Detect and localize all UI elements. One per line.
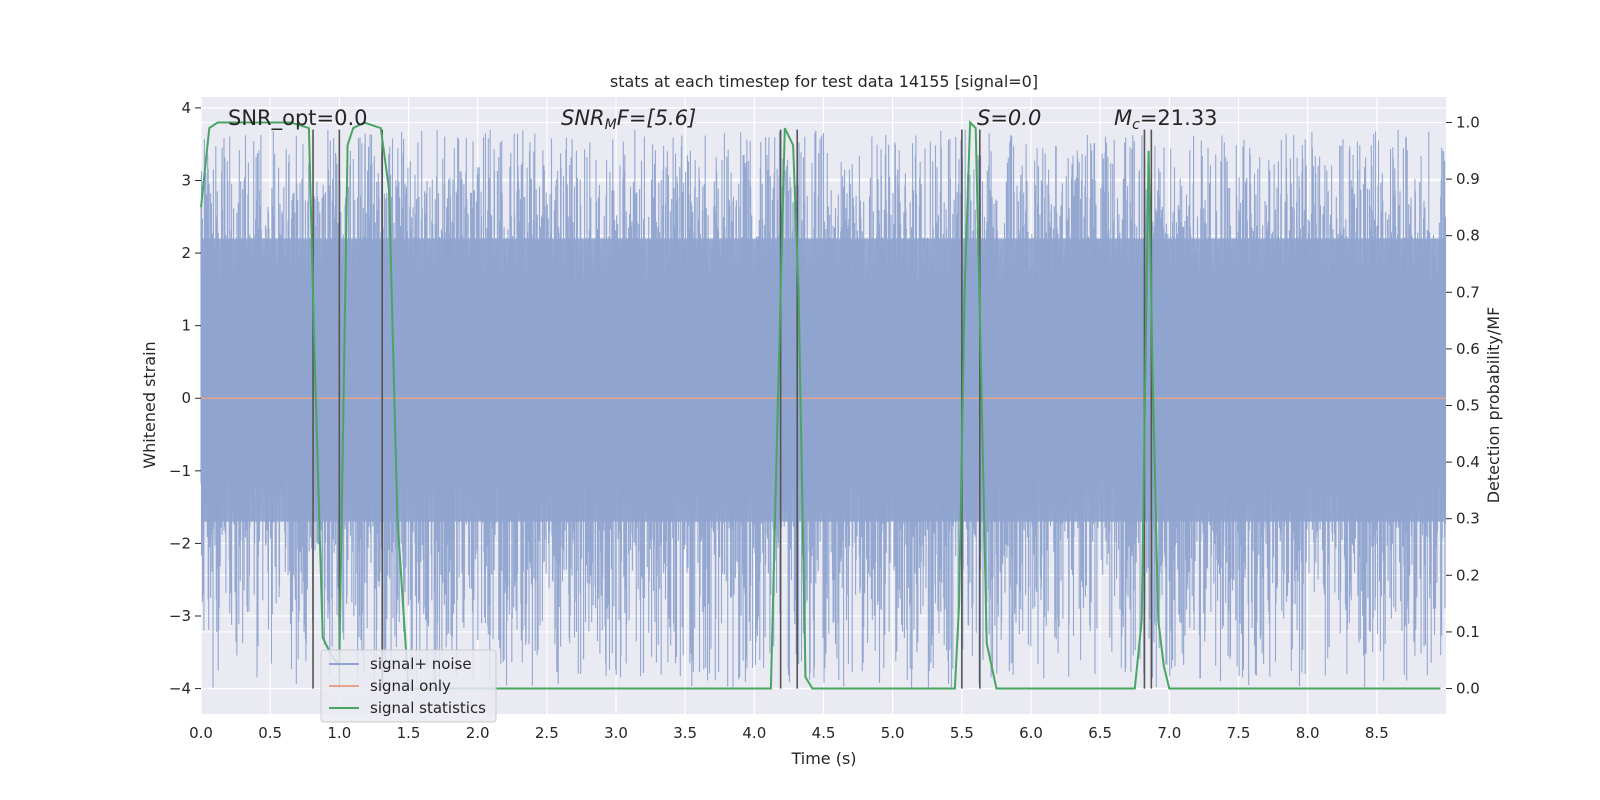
y-tick-label-3: 1 bbox=[181, 317, 191, 335]
y-tick-label-8: −4 bbox=[169, 680, 191, 698]
annotation-snr-mf-sub: M bbox=[605, 117, 617, 133]
legend-label-signal-statistics: signal statistics bbox=[370, 699, 486, 717]
x-tick-label-4: 2.0 bbox=[466, 724, 490, 742]
annotation-mc-base: M bbox=[1114, 106, 1132, 130]
x-tick-label-8: 4.0 bbox=[742, 724, 766, 742]
annotation-mc-rest: =21.33 bbox=[1140, 106, 1218, 130]
y-tick-label-5: −1 bbox=[169, 462, 191, 480]
x-tick-label-6: 3.0 bbox=[604, 724, 628, 742]
annotation-mc-sub: c bbox=[1132, 117, 1140, 133]
legend-box bbox=[320, 649, 497, 723]
y-tick-label-7: −3 bbox=[169, 607, 191, 625]
y-ticks: 4 3 2 1 0 −1 −2 −3 −4 bbox=[169, 99, 201, 698]
x-tick-label-3: 1.5 bbox=[397, 724, 421, 742]
y2-tick-label-6: 0.4 bbox=[1456, 453, 1480, 471]
y2-tick-label-1: 0.9 bbox=[1456, 170, 1480, 188]
y-tick-label-4: 0 bbox=[181, 389, 191, 407]
y-tick-label-0: 4 bbox=[181, 99, 191, 117]
legend-label-signal-plus-noise: signal+ noise bbox=[370, 655, 472, 673]
x-ticks: 0.0 0.5 1.0 1.5 2.0 2.5 3.0 3.5 4.0 4.5 5.0 5.5 6.0 6… bbox=[189, 724, 1389, 742]
annotation-s-value: S=0.0 bbox=[977, 106, 1041, 130]
annotation-snr-opt: SNR_opt=0.0 bbox=[228, 106, 368, 131]
x-tick-label-10: 5.0 bbox=[881, 724, 905, 742]
x-tick-label-15: 7.5 bbox=[1227, 724, 1251, 742]
legend: signal+ noise signal only signal statist… bbox=[320, 649, 497, 723]
x-tick-label-13: 6.5 bbox=[1088, 724, 1112, 742]
x-tick-label-7: 3.5 bbox=[673, 724, 697, 742]
y2-tick-label-9: 0.1 bbox=[1456, 623, 1480, 641]
legend-label-signal-only: signal only bbox=[370, 677, 451, 695]
annotation-mc: Mc=21.33 bbox=[1114, 106, 1218, 133]
x-axis-label: Time (s) bbox=[790, 749, 856, 768]
y2-tick-label-4: 0.6 bbox=[1456, 340, 1480, 358]
y2-ticks: 1.0 0.9 0.8 0.7 0.6 0.5 0.4 0.3 0.2 0.1 0.0 bbox=[1446, 113, 1480, 698]
y2-axis-label: Detection probability/MF bbox=[1484, 307, 1503, 504]
series-signal-plus-noise bbox=[200, 129, 1447, 688]
annotation-snr-mf-base: SNR bbox=[561, 106, 605, 130]
y2-tick-label-7: 0.3 bbox=[1456, 510, 1480, 528]
annotation-s-value-text: S=0.0 bbox=[977, 106, 1041, 130]
y-axis-label: Whitened strain bbox=[140, 341, 159, 468]
y-tick-label-2: 2 bbox=[181, 244, 191, 262]
x-tick-label-0: 0.0 bbox=[189, 724, 213, 742]
chart-title: stats at each timestep for test data 141… bbox=[610, 72, 1038, 91]
y2-tick-label-10: 0.0 bbox=[1456, 680, 1480, 698]
x-tick-label-16: 8.0 bbox=[1296, 724, 1320, 742]
x-tick-label-5: 2.5 bbox=[535, 724, 559, 742]
annotation-snr-mf: SNRMF=[5.6] bbox=[561, 106, 696, 133]
x-tick-label-9: 4.5 bbox=[812, 724, 836, 742]
y2-tick-label-0: 1.0 bbox=[1456, 113, 1480, 131]
x-tick-label-1: 0.5 bbox=[258, 724, 282, 742]
x-tick-label-2: 1.0 bbox=[327, 724, 351, 742]
y-tick-label-6: −2 bbox=[169, 534, 191, 552]
x-tick-label-12: 6.0 bbox=[1019, 724, 1043, 742]
x-tick-label-11: 5.5 bbox=[950, 724, 974, 742]
y-tick-label-1: 3 bbox=[181, 171, 191, 189]
annotation-snr-mf-rest: F=[5.6] bbox=[617, 106, 696, 130]
x-tick-label-14: 7.0 bbox=[1157, 724, 1181, 742]
y2-tick-label-8: 0.2 bbox=[1456, 566, 1480, 584]
y2-tick-label-5: 0.5 bbox=[1456, 397, 1480, 415]
x-tick-label-17: 8.5 bbox=[1365, 724, 1389, 742]
series-signal-statistics-line bbox=[200, 120, 1441, 690]
y2-tick-label-3: 0.7 bbox=[1456, 283, 1480, 301]
y2-tick-label-2: 0.8 bbox=[1456, 227, 1480, 245]
